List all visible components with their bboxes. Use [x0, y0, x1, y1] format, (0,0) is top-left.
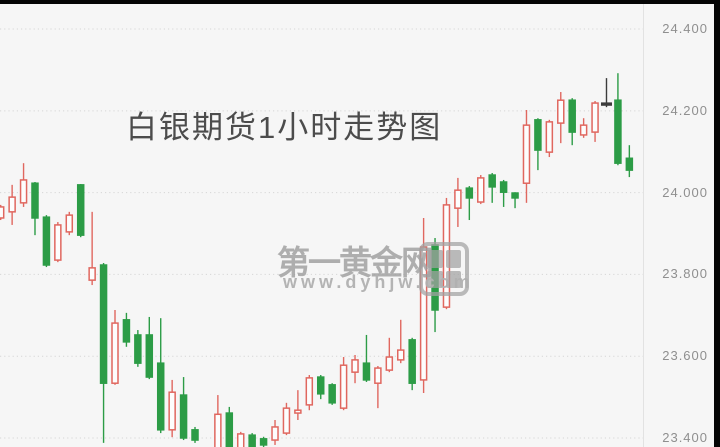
- y-axis: 24.400 24.200 24.000 23.800 23.600 23.400: [646, 0, 710, 447]
- chart-title: 白银期货1小时走势图: [126, 110, 443, 145]
- y-axis-tick-label: 23.400: [662, 430, 708, 445]
- top-edge-bar: [0, 0, 720, 4]
- right-edge-bar: [714, 0, 720, 447]
- y-axis-tick-label: 23.600: [662, 348, 708, 364]
- y-axis-tick-label: 23.800: [662, 266, 708, 282]
- y-axis-tick-label: 24.000: [662, 184, 708, 200]
- y-axis-tick-label: 24.200: [662, 102, 708, 118]
- y-axis-tick-label: 24.400: [662, 21, 708, 37]
